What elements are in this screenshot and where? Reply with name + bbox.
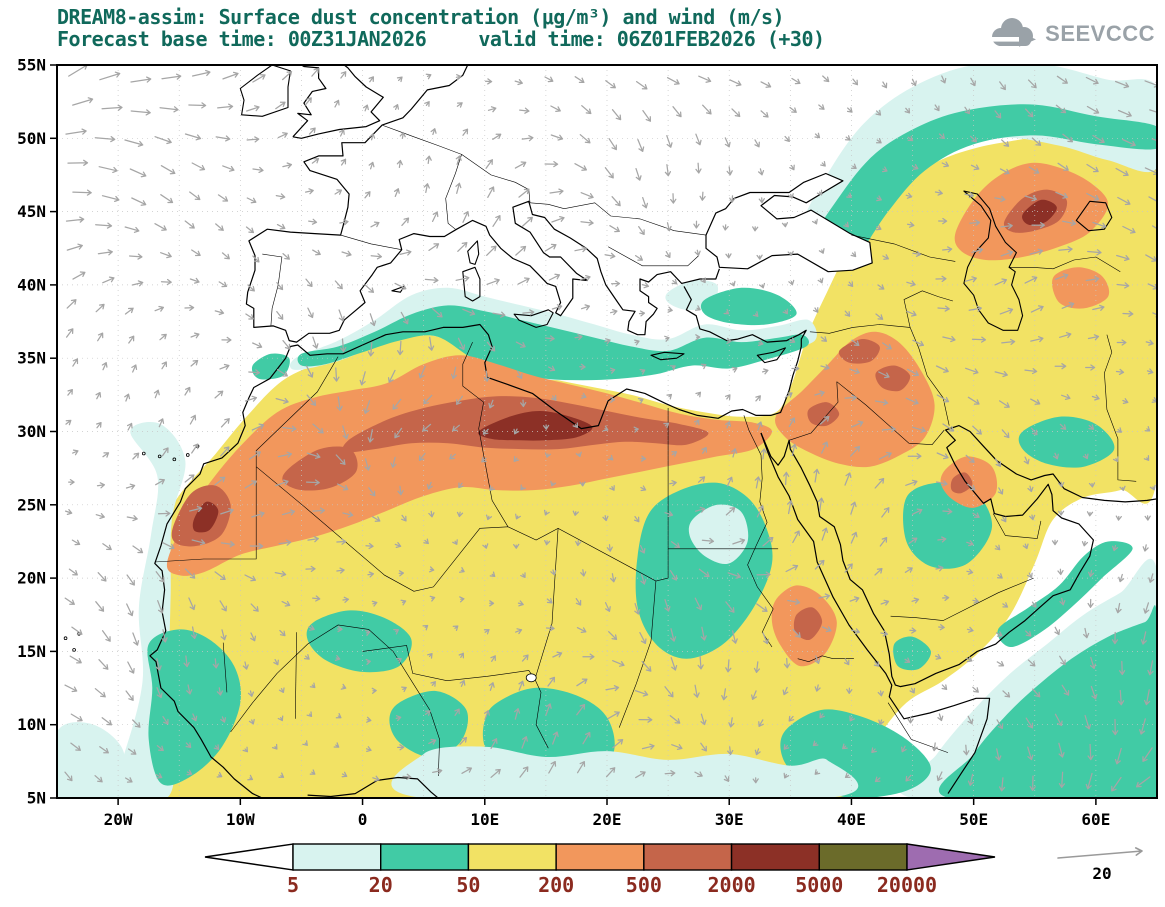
svg-text:50: 50 [456, 873, 480, 897]
svg-text:5000: 5000 [795, 873, 843, 897]
svg-text:60E: 60E [1081, 810, 1110, 829]
axis-labels: 55N 50N 45N 40N 35N 30N 25N 20N 15N 10N 5N 20W 10W 0 1… [17, 56, 1110, 830]
svg-text:55N: 55N [17, 56, 46, 75]
svg-text:15N: 15N [17, 642, 46, 661]
dust-map-canvas: 55N 50N 45N 40N 35N 30N 25N 20N 15N 10N 5N 20W 10W 0 1… [17, 56, 1158, 830]
svg-text:50N: 50N [17, 129, 46, 148]
plot-subtitle: Forecast base time: 00Z31JAN2026 valid ti… [57, 28, 825, 50]
svg-text:20: 20 [369, 873, 393, 897]
svg-text:25N: 25N [17, 495, 46, 514]
valid-time: valid time: 06Z01FEB2026 (+30) [478, 27, 825, 51]
svg-text:10W: 10W [226, 810, 255, 829]
svg-text:0: 0 [358, 810, 368, 829]
svg-text:40E: 40E [837, 810, 866, 829]
colorbar-scale: 5 20 50 200 500 2000 5000 20000 [204, 843, 996, 897]
wind-reference-label: 20 [1092, 864, 1112, 883]
seevccc-logo: SEEVCCC [986, 14, 1155, 54]
graticule [57, 65, 1157, 798]
plot-title: DREAM8-assim: Surface dust concentration… [57, 5, 785, 29]
contour-fills [57, 65, 1157, 798]
svg-text:2000: 2000 [707, 873, 755, 897]
svg-text:500: 500 [626, 873, 662, 897]
svg-text:50E: 50E [959, 810, 988, 829]
svg-text:45N: 45N [17, 202, 46, 221]
svg-text:35N: 35N [17, 349, 46, 368]
svg-text:200: 200 [538, 873, 574, 897]
svg-text:5: 5 [287, 873, 299, 897]
svg-text:40N: 40N [17, 275, 46, 294]
svg-text:10N: 10N [17, 715, 46, 734]
wind-arrows [64, 65, 1157, 792]
svg-text:30E: 30E [715, 810, 744, 829]
svg-text:10E: 10E [470, 810, 499, 829]
svg-text:30N: 30N [17, 422, 46, 441]
coastlines-borders [63, 65, 1157, 798]
forecast-base-time: Forecast base time: 00Z31JAN2026 [57, 27, 427, 51]
plot-header: DREAM8-assim: Surface dust concentration… [57, 6, 825, 50]
svg-text:20000: 20000 [877, 873, 937, 897]
svg-text:20N: 20N [17, 569, 46, 588]
svg-text:20W: 20W [104, 810, 133, 829]
wind-reference-arrow [1057, 847, 1143, 859]
cloud-arrow-icon [990, 18, 1037, 47]
svg-text:20E: 20E [593, 810, 622, 829]
svg-text:5N: 5N [27, 789, 46, 808]
seevccc-logo-text: SEEVCCC [1045, 21, 1155, 46]
